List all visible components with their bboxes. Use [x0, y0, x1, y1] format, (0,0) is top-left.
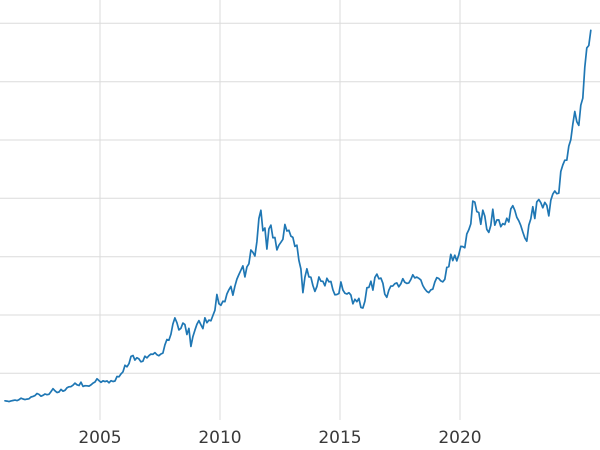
- x-tick-label: 2015: [318, 428, 361, 448]
- x-tick-label: 2010: [198, 428, 241, 448]
- x-tick-label: 2005: [78, 428, 121, 448]
- price-series-line: [4, 29, 592, 403]
- x-tick-label: 2020: [438, 428, 481, 448]
